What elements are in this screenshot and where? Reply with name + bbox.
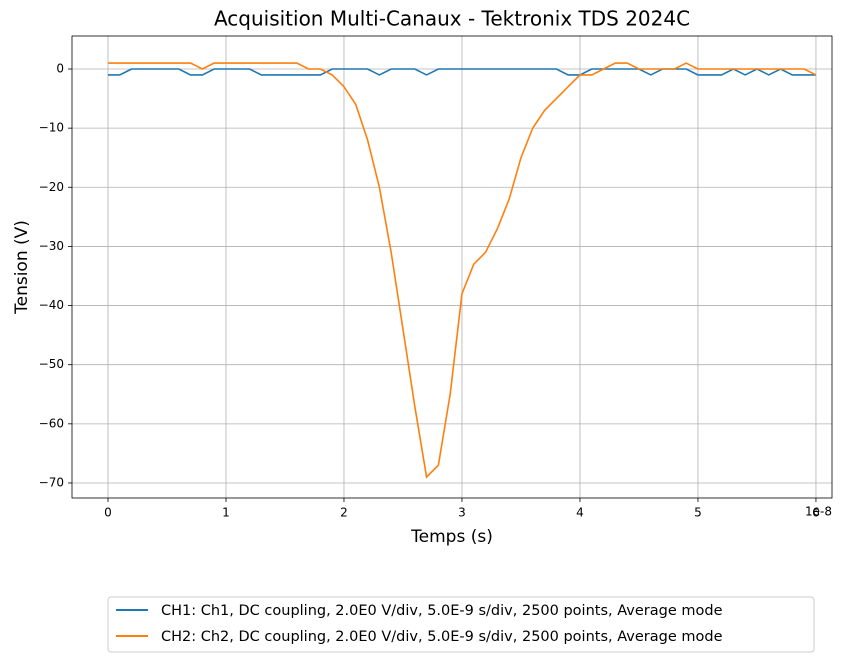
series-line <box>107 68 816 76</box>
y-tick-label: −40 <box>39 298 64 312</box>
x-tick-label: 1 <box>222 506 230 520</box>
legend-box <box>107 596 815 653</box>
x-tick-label: 5 <box>694 506 702 520</box>
x-tick-label: 6 <box>812 506 820 520</box>
y-tick-label: −70 <box>39 475 64 489</box>
x-offset-label: 1e-8 <box>805 505 832 519</box>
y-tick-label: −10 <box>39 121 64 135</box>
y-tick-label: −30 <box>39 239 64 253</box>
legend-label: CH1: Ch1, DC coupling, 2.0E0 V/div, 5.0E… <box>161 603 723 619</box>
x-tick-label: 3 <box>458 506 466 520</box>
y-tick-label: −60 <box>39 416 64 430</box>
x-tick-label: 0 <box>104 506 112 520</box>
x-tick-label: 2 <box>340 506 348 520</box>
y-axis-label: Tension (V) <box>12 220 32 315</box>
x-axis-label: Temps (s) <box>410 527 493 547</box>
chart-title: Acquisition Multi-Canaux - Tektronix TDS… <box>214 7 690 31</box>
series-line <box>107 62 817 479</box>
x-tick-label: 4 <box>576 506 584 520</box>
y-tick-label: −20 <box>39 180 64 194</box>
axes-frame <box>71 35 833 499</box>
y-tick-label: 0 <box>56 62 64 76</box>
y-tick-label: −50 <box>39 357 64 371</box>
legend-label: CH2: Ch2, DC coupling, 2.0E0 V/div, 5.0E… <box>161 629 723 645</box>
